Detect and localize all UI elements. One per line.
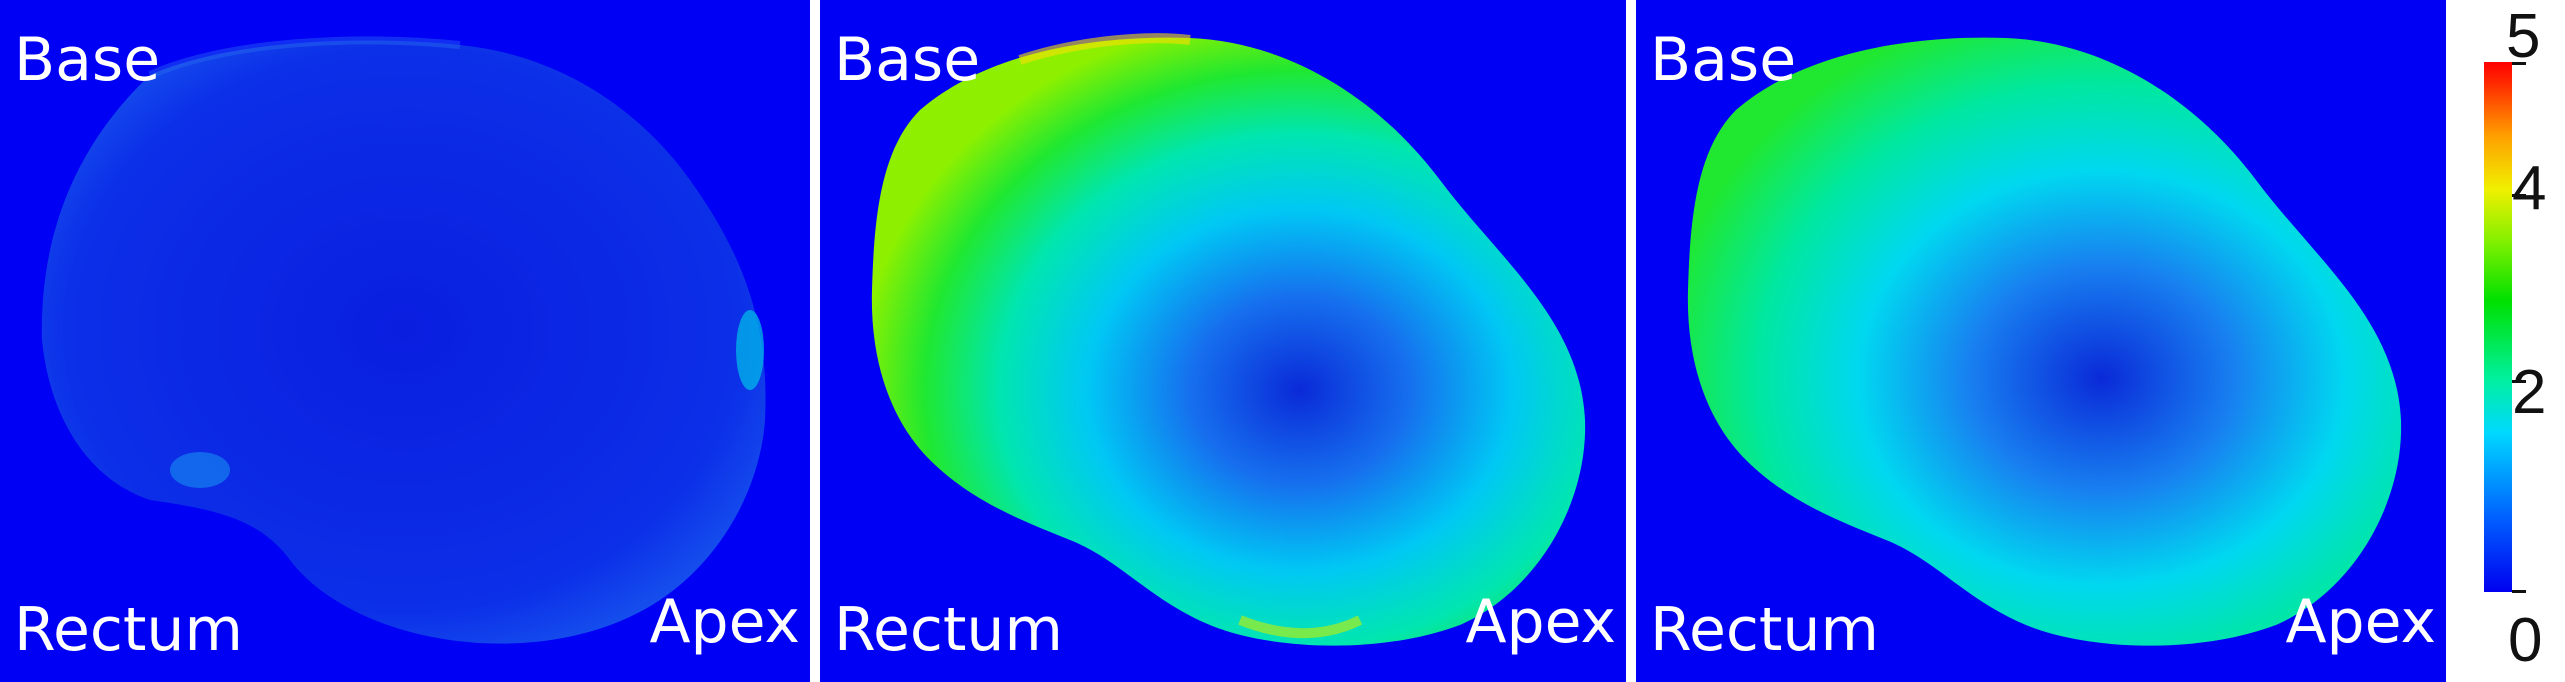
colorbar-max-label: 5 [2506, 2, 2541, 71]
map-panel-2: Base Rectum Apex [820, 0, 1626, 682]
rectum-label: Rectum [14, 595, 243, 665]
base-label: Base [834, 25, 981, 95]
base-label: Base [14, 25, 161, 95]
colorbar-tick-0 [2512, 590, 2526, 593]
apex-label: Apex [649, 587, 801, 657]
colorbar-tick-2-label: 2 [2512, 358, 2547, 427]
rectum-label: Rectum [1650, 595, 1879, 665]
colorbar-min-label: 0 [2508, 606, 2543, 675]
rectum-label: Rectum [834, 595, 1063, 665]
prostate-error-map-1 [41, 36, 766, 644]
prostate-error-map-3 [1687, 37, 2402, 646]
colorbar-tick-4-label: 4 [2512, 154, 2547, 223]
colorbar [2484, 62, 2512, 592]
colorbar-tick-2 [2512, 380, 2526, 383]
apex-label: Apex [1465, 587, 1617, 657]
map-panel-1: Base Rectum Apex [0, 0, 810, 682]
colorbar-tick-5 [2512, 62, 2526, 65]
map-panel-3: Base Rectum Apex [1636, 0, 2446, 682]
prostate-error-map-2 [871, 33, 1586, 646]
colorbar-tick-4 [2512, 194, 2526, 197]
apex-label: Apex [2285, 587, 2437, 657]
base-label: Base [1650, 25, 1797, 95]
